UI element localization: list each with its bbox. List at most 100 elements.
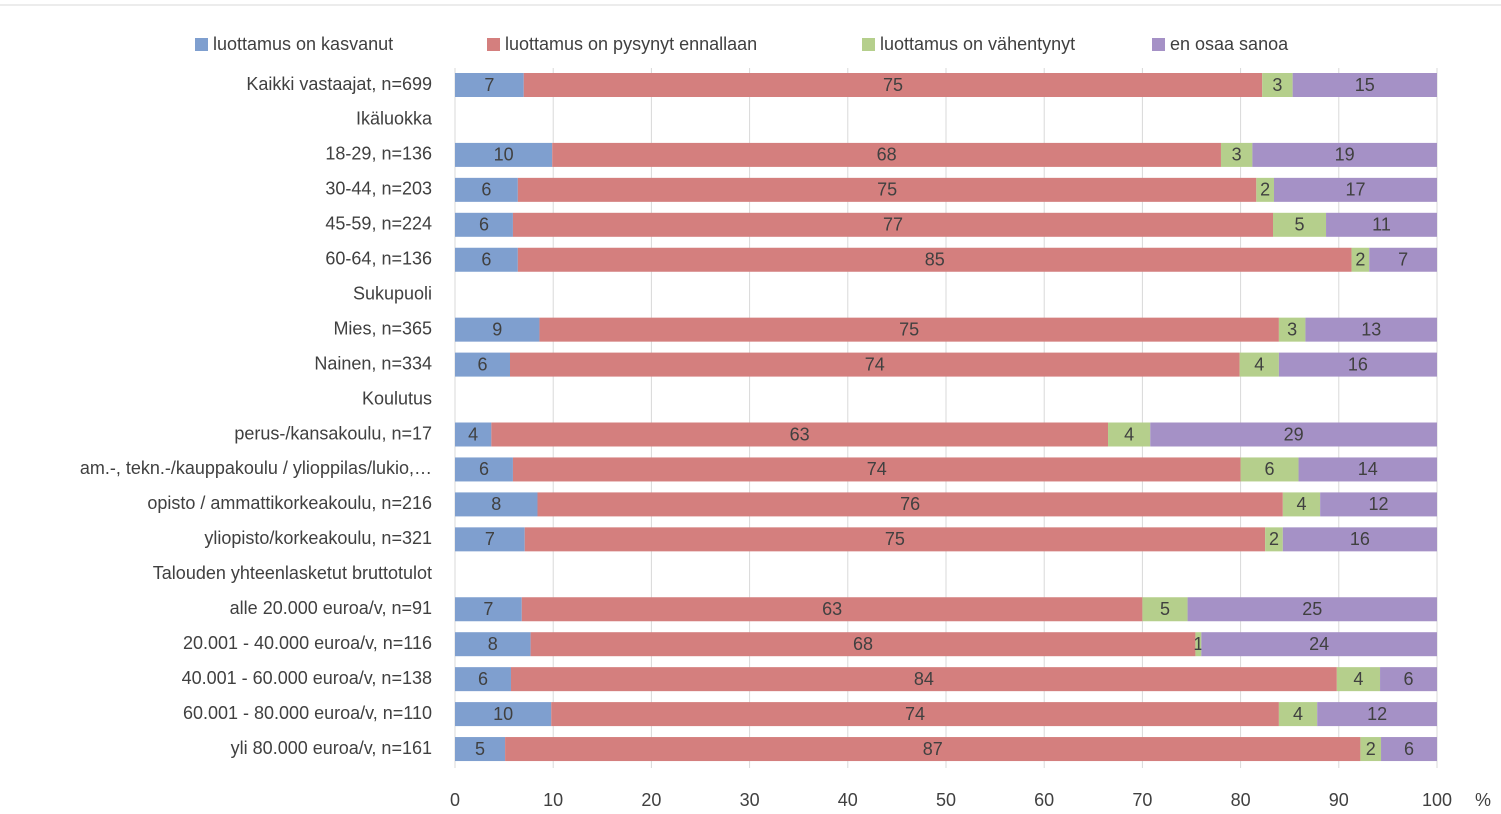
data-label: 3 [1272,75,1282,95]
x-tick-label: 60 [1034,790,1054,810]
bar-segment [455,177,518,202]
data-label: 7 [483,599,493,619]
x-tick-label: 90 [1329,790,1349,810]
data-label: 15 [1355,75,1375,95]
data-label: 10 [493,704,513,724]
bar-segment [1369,247,1437,272]
bar-segment [455,702,552,727]
legend-label: luottamus on vähentynyt [880,34,1075,54]
bar-segment [1239,352,1279,377]
bar-segment [1278,352,1437,377]
data-label: 4 [1296,494,1306,514]
bar-segment [455,352,510,377]
bar-segment [1195,632,1202,657]
bar-segment [509,352,1240,377]
data-label: 6 [478,669,488,689]
y-tick-label: Koulutus [362,388,432,408]
x-tick-label: 10 [543,790,563,810]
data-label: 4 [468,424,478,444]
bar-segment [1220,142,1253,167]
x-axis-unit: % [1475,790,1491,810]
y-tick-label: Mies, n=365 [333,318,432,338]
bar-segment [1305,317,1437,342]
x-tick-label: 20 [641,790,661,810]
data-label: 87 [923,739,943,759]
y-tick-label: Kaikki vastaajat, n=699 [246,74,432,94]
data-label: 68 [877,145,897,165]
y-tick-label: am.-, tekn.-/kauppakoulu / ylioppilas/lu… [80,458,432,478]
data-label: 74 [865,354,885,374]
x-tick-label: 100 [1422,790,1452,810]
y-tick-label: 45-59, n=224 [325,214,432,234]
y-tick-label: 60.001 - 80.000 euroa/v, n=110 [183,703,432,723]
bar-segment [1150,422,1437,447]
bar-segment [1240,457,1299,482]
data-label: 9 [492,319,502,339]
y-tick-label: 60-64, n=136 [325,249,432,269]
bar-segment [1278,317,1306,342]
y-tick-label: Sukupuoli [353,283,432,303]
data-label: 75 [885,529,905,549]
bar-segment [1292,73,1437,97]
data-label: 17 [1345,180,1365,200]
legend-label: en osaa sanoa [1170,34,1289,54]
bar-segment [1252,142,1437,167]
data-label: 75 [883,75,903,95]
data-label: 12 [1367,704,1387,724]
bar-segment [521,597,1143,622]
y-tick-label: 40.001 - 60.000 euroa/v, n=138 [182,668,432,688]
legend-swatch [1152,38,1165,51]
bar-segment [1320,492,1437,517]
data-label: 24 [1309,634,1329,654]
bar-segment [523,73,1263,97]
bar-segment [1380,667,1437,692]
y-tick-label: alle 20.000 euroa/v, n=91 [230,598,432,618]
bar-segment [455,597,522,622]
data-label: 4 [1124,424,1134,444]
bar-segment [455,632,531,657]
data-label: 74 [867,459,887,479]
legend-swatch [862,38,875,51]
data-label: 6 [481,180,491,200]
bar-segment [1273,177,1437,202]
bar-segment [1336,667,1381,692]
data-label: 14 [1358,459,1378,479]
bar-segment [512,212,1274,237]
y-tick-label: 20.001 - 40.000 euroa/v, n=116 [183,633,432,653]
data-label: 16 [1350,529,1370,549]
data-label: 12 [1369,494,1389,514]
y-tick-label: yli 80.000 euroa/v, n=161 [231,738,432,758]
y-tick-label: Nainen, n=334 [314,353,432,373]
data-label: 84 [914,669,934,689]
bar-segment [1360,737,1382,762]
data-label: 6 [479,459,489,479]
data-label: 8 [491,494,501,514]
data-label: 6 [1404,669,1414,689]
bar-segment [455,422,492,447]
bar-segment [455,247,518,272]
x-tick-label: 0 [450,790,460,810]
data-label: 4 [1254,354,1264,374]
data-label: 7 [485,529,495,549]
data-label: 6 [479,215,489,235]
data-label: 63 [790,424,810,444]
data-label: 2 [1269,529,1279,549]
data-label: 76 [900,494,920,514]
bar-segment [455,492,538,517]
bar-segment [530,632,1196,657]
legend-label: luottamus on kasvanut [213,34,393,54]
data-label: 10 [494,145,514,165]
data-label: 11 [1372,215,1391,235]
bar-segment [1351,247,1370,272]
data-label: 25 [1302,599,1322,619]
bar-segment [512,457,1241,482]
bar-segment [1108,422,1151,447]
legend-swatch [487,38,500,51]
x-tick-label: 80 [1231,790,1251,810]
data-label: 3 [1232,145,1242,165]
bar-segment [455,667,511,692]
bar-segment [1265,527,1283,552]
data-label: 5 [1295,215,1305,235]
bar-segment [1262,73,1293,97]
